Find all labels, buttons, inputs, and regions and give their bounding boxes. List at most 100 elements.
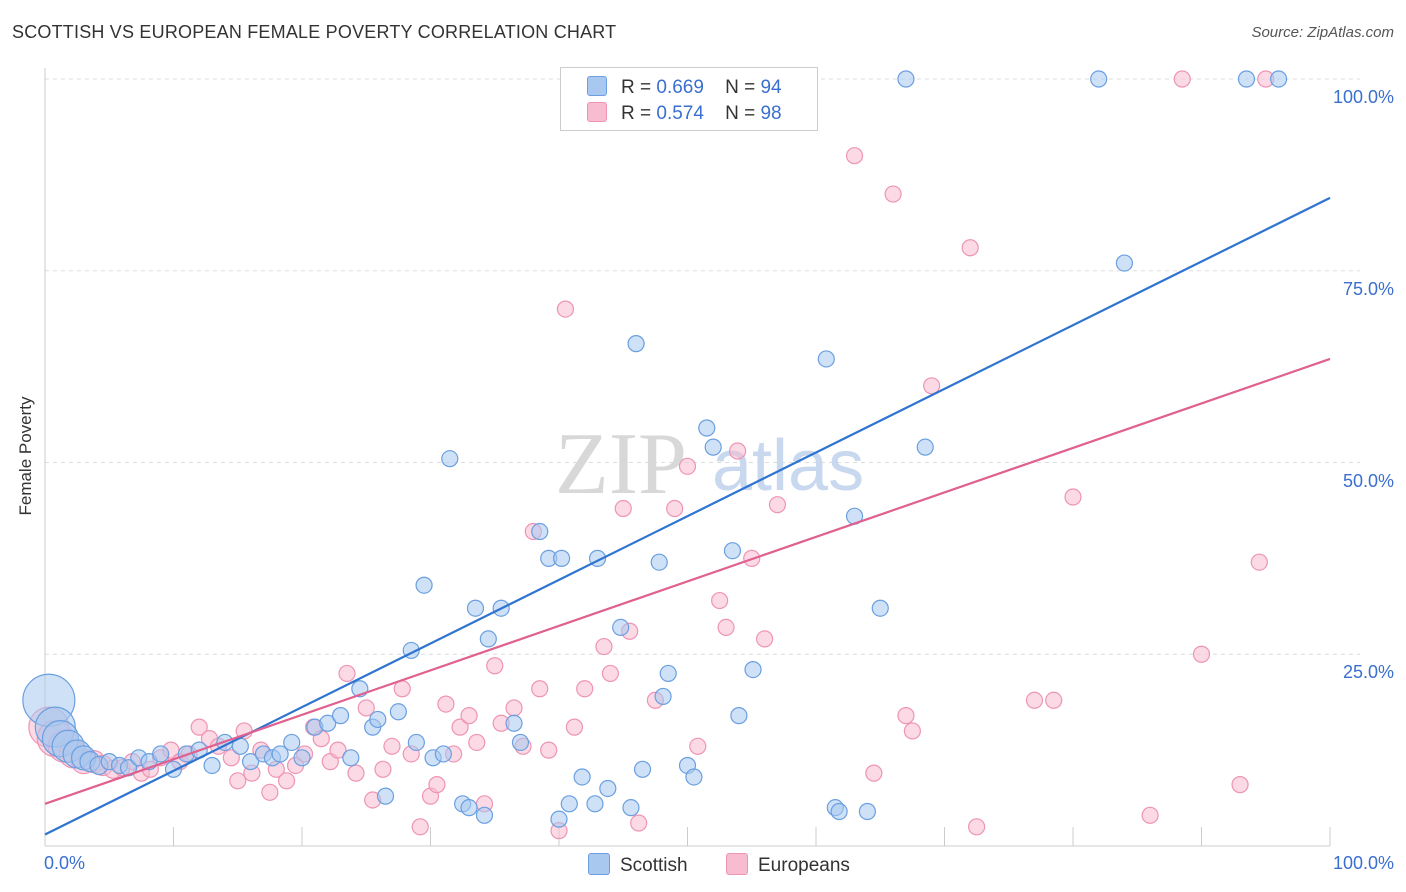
scottish-point-49 bbox=[531, 522, 549, 541]
scottish-legend-swatch bbox=[588, 853, 610, 875]
scottish-point-39 bbox=[434, 745, 452, 763]
scottish-point-64 bbox=[659, 664, 677, 683]
scottish-point-53 bbox=[560, 795, 578, 813]
european-point-68 bbox=[678, 457, 697, 475]
correlation-legend: R = 0.669 N = 94 R = 0.574 N = 98 bbox=[560, 67, 818, 131]
scottish-point-61 bbox=[633, 760, 652, 778]
scottish-point-43 bbox=[466, 599, 485, 617]
scottish-point-48 bbox=[511, 733, 530, 752]
scottish-point-81 bbox=[897, 70, 915, 88]
european-point-48 bbox=[468, 733, 486, 752]
scottish-point-69 bbox=[723, 542, 742, 560]
european-point-70 bbox=[711, 591, 729, 610]
european-point-24 bbox=[261, 783, 279, 801]
scottish-point-14 bbox=[164, 760, 183, 778]
scottish-point-45 bbox=[479, 630, 497, 648]
bottom-legend-scottish[interactable]: Scottish bbox=[588, 853, 688, 877]
european-point-89 bbox=[1192, 645, 1211, 663]
scottish-point-36 bbox=[407, 733, 425, 752]
scottish-points bbox=[22, 70, 1288, 828]
european-point-74 bbox=[755, 630, 774, 648]
y-tick-label-0: 25.0% bbox=[1342, 662, 1394, 683]
european-point-75 bbox=[768, 496, 787, 514]
european-r-value: 0.574 bbox=[656, 103, 704, 124]
grid-lines bbox=[45, 78, 1360, 655]
european-point-60 bbox=[576, 680, 594, 698]
scottish-trendline bbox=[44, 196, 1331, 836]
european-point-84 bbox=[1025, 691, 1044, 709]
european-legend-swatch bbox=[726, 853, 748, 875]
european-point-20 bbox=[229, 772, 247, 790]
scottish-point-72 bbox=[817, 350, 835, 368]
scottish-point-20 bbox=[242, 753, 260, 771]
european-swatch bbox=[587, 102, 607, 122]
european-point-55 bbox=[531, 680, 549, 698]
european-point-83 bbox=[968, 818, 986, 836]
scottish-point-59 bbox=[622, 799, 640, 817]
legend-row-europeans: R = 0.574 N = 98 bbox=[587, 102, 782, 126]
scottish-point-67 bbox=[698, 419, 716, 437]
trendlines bbox=[44, 196, 1331, 836]
scottish-point-42 bbox=[460, 799, 478, 817]
scottish-n-value: 94 bbox=[760, 77, 782, 98]
european-point-63 bbox=[614, 499, 632, 518]
y-tick-label-1: 50.0% bbox=[1342, 470, 1394, 491]
scottish-point-60 bbox=[627, 335, 645, 353]
scottish-point-29 bbox=[342, 749, 360, 767]
scottish-point-52 bbox=[552, 549, 571, 567]
european-point-80 bbox=[903, 722, 921, 740]
scottish-point-80 bbox=[1237, 70, 1256, 88]
bottom-legend-europeans[interactable]: Europeans bbox=[726, 853, 850, 877]
european-points bbox=[28, 70, 1275, 840]
european-point-78 bbox=[884, 185, 902, 203]
european-point-62 bbox=[601, 664, 620, 683]
european-point-65 bbox=[630, 814, 648, 832]
european-point-90 bbox=[1231, 776, 1249, 794]
european-point-43 bbox=[428, 776, 446, 794]
scottish-point-40 bbox=[441, 450, 459, 468]
scottish-point-32 bbox=[369, 710, 387, 729]
european-trendline bbox=[44, 357, 1331, 805]
scottish-point-24 bbox=[283, 733, 301, 752]
scottish-point-25 bbox=[293, 749, 311, 767]
scottish-point-37 bbox=[415, 576, 433, 594]
scottish-point-44 bbox=[475, 806, 494, 824]
y-tick-label-2: 75.0% bbox=[1342, 278, 1394, 299]
scottish-point-23 bbox=[271, 745, 289, 763]
scottish-point-77 bbox=[871, 599, 889, 617]
scottish-point-33 bbox=[376, 787, 395, 805]
watermark-zip: ZIP bbox=[555, 416, 687, 513]
european-point-77 bbox=[865, 764, 883, 782]
european-point-61 bbox=[595, 637, 613, 656]
european-point-50 bbox=[486, 657, 504, 675]
scottish-point-13 bbox=[152, 745, 170, 763]
european-point-19 bbox=[222, 749, 240, 767]
x-tick-max: 100.0% bbox=[1332, 853, 1394, 873]
scottish-point-63 bbox=[654, 687, 672, 706]
chart-title: SCOTTISH VS EUROPEAN FEMALE POVERTY CORR… bbox=[12, 22, 617, 42]
european-point-69 bbox=[689, 737, 707, 755]
european-point-86 bbox=[1064, 488, 1082, 506]
european-point-52 bbox=[505, 699, 523, 717]
european-point-44 bbox=[437, 695, 455, 713]
scottish-point-83 bbox=[1269, 70, 1288, 88]
scottish-point-79 bbox=[1115, 254, 1134, 272]
european-point-46 bbox=[451, 718, 469, 736]
x-tick-min: 0.0% bbox=[44, 853, 86, 873]
european-point-91 bbox=[1250, 553, 1268, 571]
european-point-58 bbox=[556, 300, 575, 318]
scottish-point-66 bbox=[685, 768, 703, 786]
y-axis-label: Female Poverty bbox=[16, 396, 35, 516]
european-point-26 bbox=[277, 772, 296, 790]
scottish-point-27 bbox=[319, 714, 337, 732]
european-point-71 bbox=[717, 618, 735, 637]
european-point-33 bbox=[338, 664, 356, 683]
y-tick-label-3: 100.0% bbox=[1332, 87, 1394, 107]
scottish-point-62 bbox=[650, 553, 668, 571]
european-point-85 bbox=[1045, 691, 1063, 709]
scottish-point-17 bbox=[203, 756, 221, 775]
european-point-37 bbox=[374, 760, 392, 778]
european-n-value: 98 bbox=[760, 103, 782, 124]
legend-row-scottish: R = 0.669 N = 94 bbox=[587, 76, 782, 100]
